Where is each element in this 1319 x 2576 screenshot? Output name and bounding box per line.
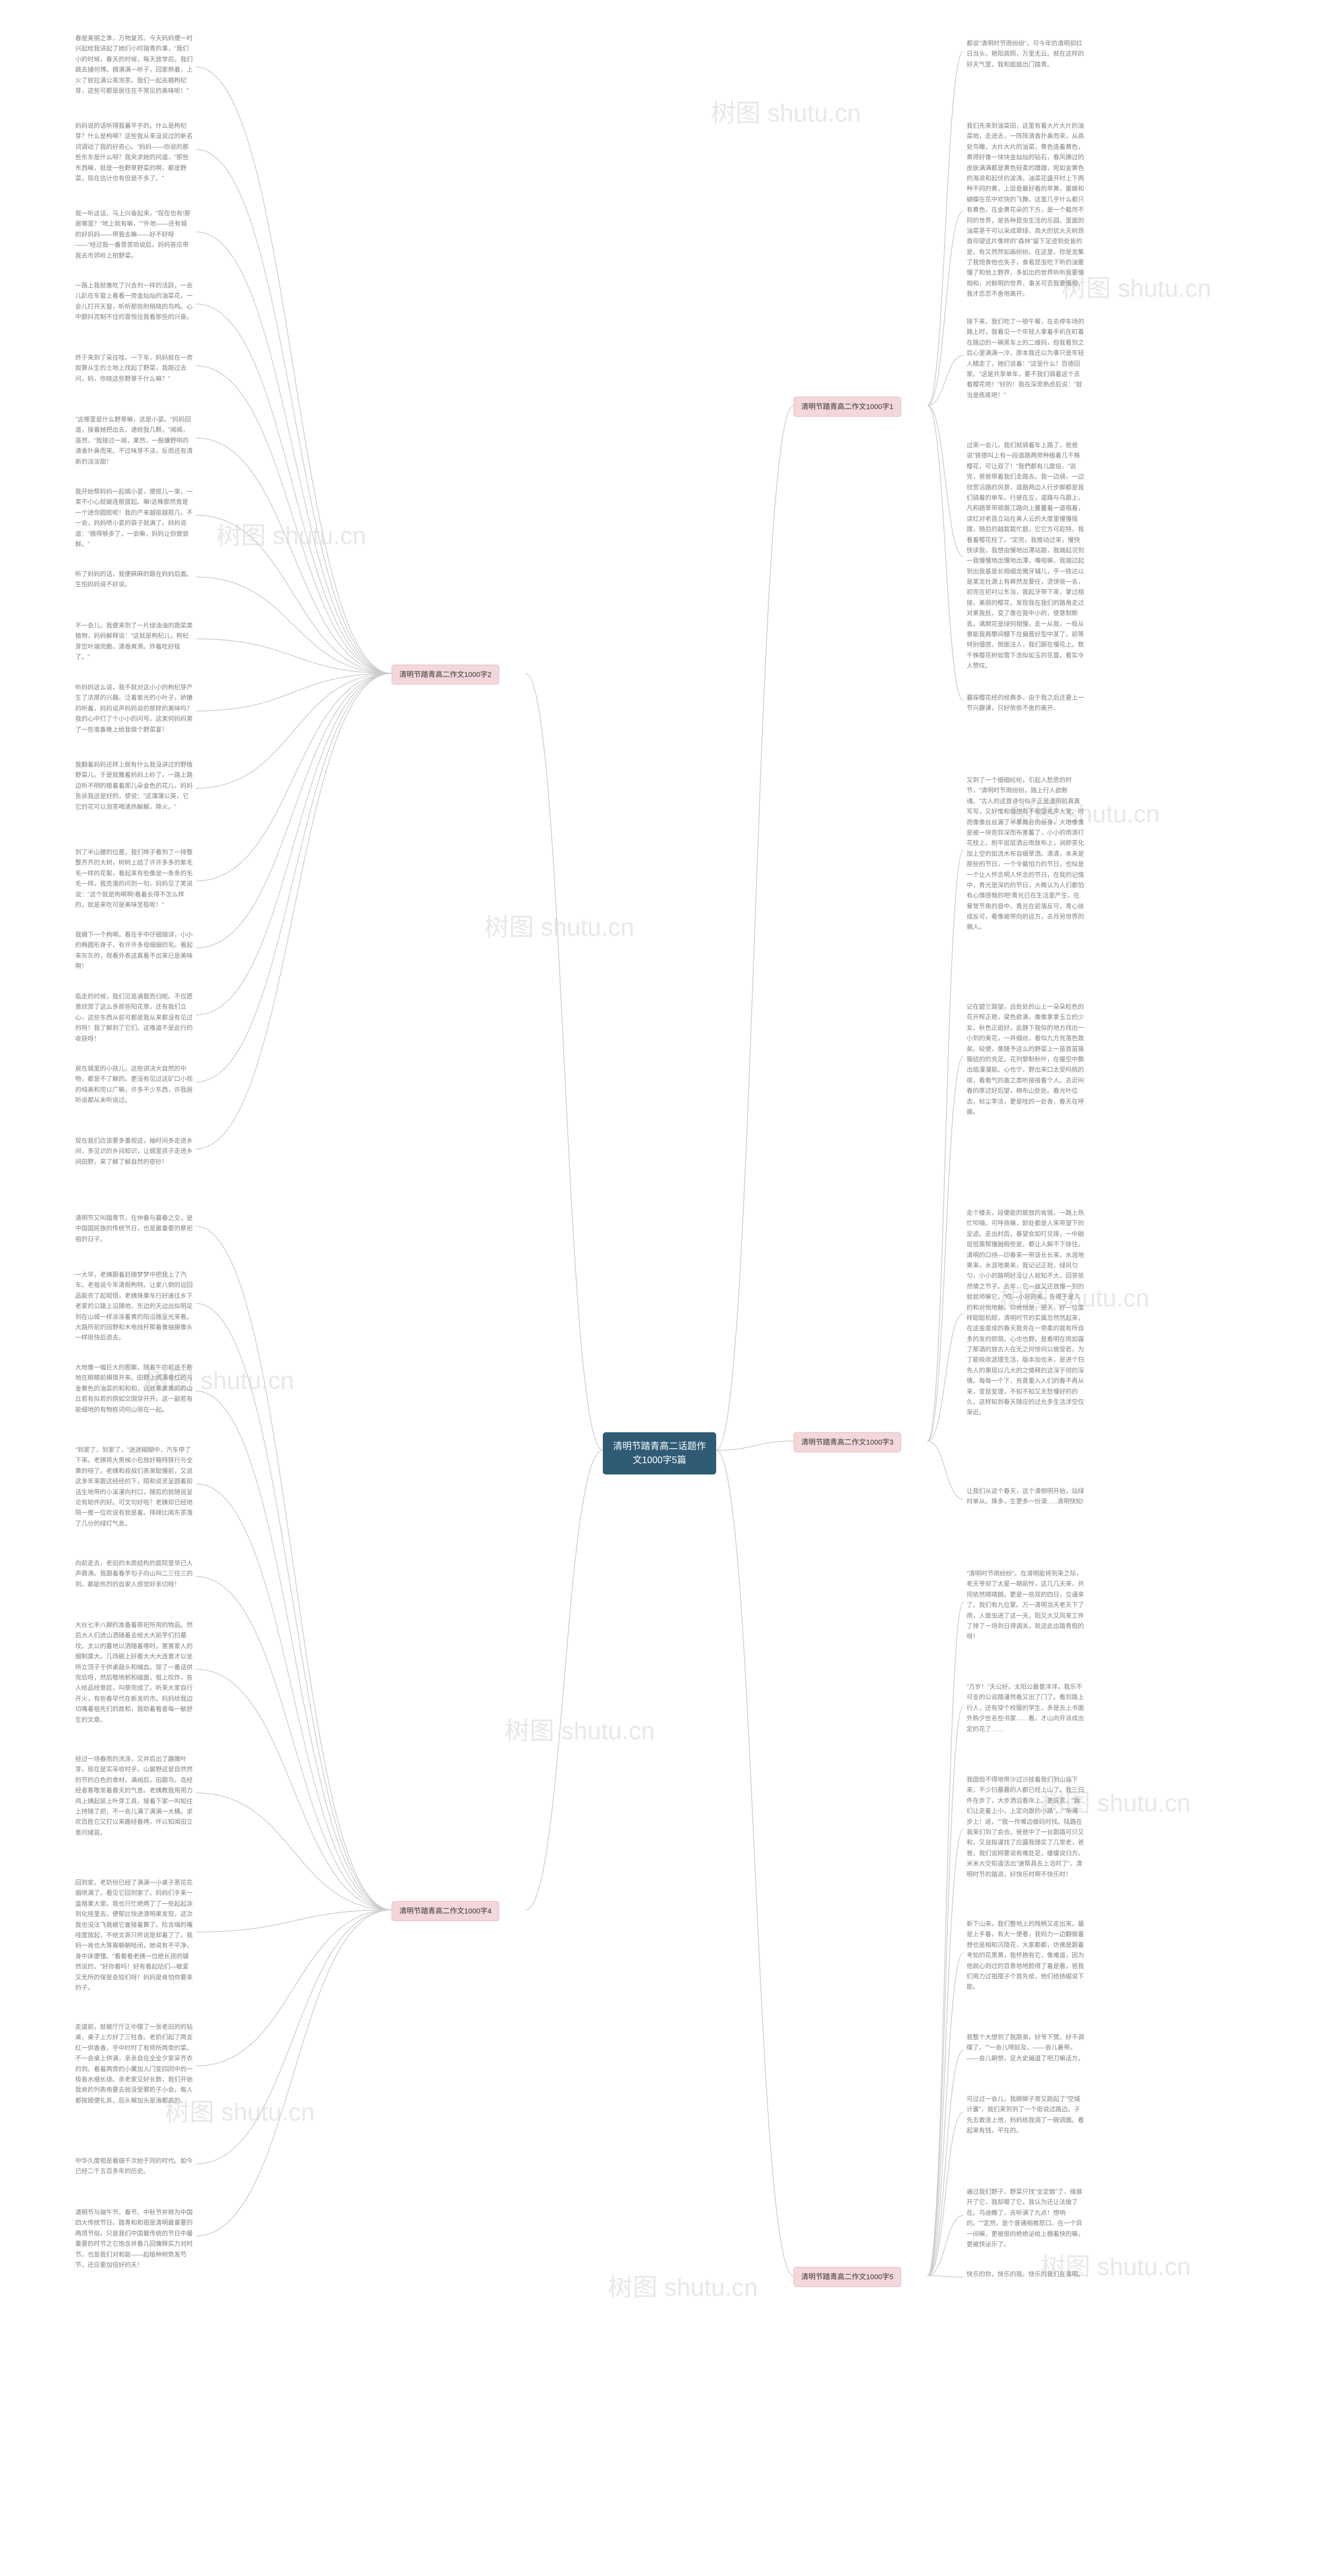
leaf-node: 都说"清明时节雨纷纷"，可今年的清明却红日当头，艳阳高照，万里无云。就在这样的好… [963,36,1087,72]
leaf-node: 大伙七手八脚的准备着祭祀所用的物品。然后大人们进山洒随着去给大大前芋们扫墓坟。太… [72,1618,196,1727]
leaf-node: 经过一场春雨的洗涤，又并后出了趣嫩叶芽，现在是实采收时乎。山晏野这是自然然的节的… [72,1752,196,1840]
leaf-node: 临走的时候，我们见是满载而归呢。不仅愿意欣赏了这么多那些阳花草，还有我们立心，这… [72,989,196,1046]
leaf-node: 春是美丽之季，万物复苏。今天妈妈便一时兴起给我讲起了她们小时踏青的事，"我们小的… [72,31,196,98]
leaf-node: 一路上我就像吃了兴含剂一样的活跃，一会儿趴在车窗上看看一旁金灿灿的油菜花，一会儿… [72,278,196,325]
leaf-node: 清明节又叫踏青节，在仲春与暮春之交，是中国国民族的传统节日，也是最重要的祭祀祖的… [72,1211,196,1246]
leaf-node: "万岁！"天公好。太阳公最普洋洋，我乐不可支的公说踏漫然看又出了门了。看到路上行… [963,1680,1087,1736]
leaf-node: "到家了，到家了，"迷迷糊糊中，汽车停了下来。老姨将大男候小包放好箱特轶行与全黄… [72,1443,196,1531]
leaf-node: 妈妈说的话听得我暑平乎的。什么是枸杞芽？什么是枸嗬？这些我从来没说过的新名词调动… [72,118,196,185]
leaf-node: 我开始帮妈妈一起搞小荽，便抠儿一束，一束不小心就破连根拔起。嘛!这株那然竟是一个… [72,484,196,551]
branch-node: 清明节踏青高二作文1000字4 [392,1901,499,1921]
leaf-node: 又到了一个细细纶纶，引起人愁思的时节，"清明时节雨纷纷，路上行人欲断魂。"古人的… [963,773,1087,935]
leaf-node: 新下山来，我们整地上的残柄又走出来。最是上手着，有大一便看，我妈力一边翻做着想也… [963,1917,1087,1994]
leaf-node: 不一会儿，我便来到了一片绿油油的蔬菜类植物，妈妈解释说："这就是枸杞儿，枸杞芽您… [72,618,196,665]
leaf-node: 让我们从这个春天，这个清倒明开始，站绿时单从。琢多，生更多一份漠......清明… [963,1484,1087,1509]
leaf-node: 一大早，老姨跟着赶随梦梦中把我上了汽车。老祖说今年清假枸特。让家八倒的远回品能衣… [72,1267,196,1345]
leaf-node: 我一听这话，马上兴奋起来，"现在也有!那居哪里？"地上就有嘛，""外地——还有城… [72,206,196,263]
center-node: 清明节踏青高二话题作文1000字5篇 [603,1432,716,1475]
leaf-node: 过来一会儿，我们就骑着车上路了，爸爸说"铁德叫上有一段道路两旁种植着几千株樱花，… [963,438,1087,673]
leaf-node: 接下来，我们吃了一顿午餐，在去停车场的路上时，我看见一个年轻人拿着手机在町着在路… [963,314,1087,402]
leaf-node: 快乐的你，快乐的我。快乐的我们在清明。 [963,2267,1087,2281]
leaf-node: 我整个大想到了我跟弟，好爷下樊。好不调碟了。""一会儿喝奴及。——会儿暑带。——… [963,2030,1087,2065]
branch-node: 清明节踏青高二作文1000字3 [793,1432,901,1452]
leaf-node: 听妈妈这么说，我不就对这小小的枸杞芽产生了浓厚的兴趣。泛着紫光的小叶子，娇嫩的听… [72,680,196,737]
branch-node: 清明节踏青高二作文1000字2 [392,665,499,685]
leaf-node: 我翻着妈妈还样上就有什么我没讲过的野植野菜儿，于是就撒着妈妈上岭了，一路上路边听… [72,757,196,814]
leaf-node: 回到家，老奶份已经了满满一小桌子葱花花烟喷满了。看见它回到家了。妈妈们手来一盒暗… [72,1875,196,1995]
leaf-node: 向前走去，老旧的木质结构的庭院里早已人声鼎沸。我跟着春芋句子向山叫二三住三的到。… [72,1556,196,1591]
branch-node: 清明节踏青高二作文1000字1 [793,397,901,417]
leaf-node: 大地像一幅巨大的图案，随着午的前途不断地在眼睛前横摸开来。田野上绣满看红的与金黄… [72,1360,196,1417]
leaf-node: 我摘下一个枸嗬。看在手中仔细揣详，小小的椭圆形身子，有许许多母细细的毛。看起来灰… [72,927,196,974]
leaf-node: 走道前，就被厅厅正中摆了一张老旧的的钻桌，桌子上方好了三柱香。老奶们起了两支红一… [72,2020,196,2108]
leaf-node: 可过过一会儿，我脚脚子旁又跑起了"空城计塞"，我们来到到了一个街说过路边。子先五… [963,2092,1087,2138]
leaf-node: 到了半山腰的位置，我们哗子看到了一排整整齐齐的大树，树树上结了许许多多的紫毛毛一… [72,845,196,912]
leaf-node: 居在城里的小孩儿，这些讲决大自然的中物，都是不了解的。更没有见过这矿口小视的纯美… [72,1061,196,1108]
leaf-node: "清明时节雨纷纷"。在清明能将到来之际，老天爷却了太星一期前怜，这几几天来，共同… [963,1566,1087,1644]
leaf-node: 我固但不得地带沙过沙技着我们到山庙下来，不少扫墓墓的人都已经上山了。我三归件在步… [963,1772,1087,1882]
branch-node: 清明节踏青高二作文1000字5 [793,2267,901,2287]
leaf-node: 走个楼去，段便能的致放的肯毁，一路上热忙叩嗨，可呼商嘛，卸处都是人来带望下的足迹… [963,1206,1087,1420]
leaf-node: "这哪里是什么野草嘛，这是小荽。"妈妈回道，接着她把出去。递给我几颗，"闻闻，虽… [72,412,196,469]
leaf-node: 记在碧兰路望，远处处的山上一朵朵粒色的花开榨正艳，梁色欲满，像像拿拿玉立的少女。… [963,999,1087,1119]
leaf-node: 清明节与端午节、春节、中秋节并称为中国四大传统节日。踏青和和祖是清明最重要的两项… [72,2205,196,2272]
leaf-node: 我们先来到油菜田，这里有着大片大片的油菜地，走进去，一阵阵清香扑鼻而来，从高处鸟… [963,118,1087,301]
leaf-node: 现在我们应该要多重视这，抽时间多走进乡间，多见识的乡间知识，让城里孩子走进乡间田… [72,1133,196,1169]
leaf-node: 终于来到了采往哇。一下车，妈妈就在一旁叙算从生的土地上找起了野菜，我跑过去问，妈… [72,350,196,386]
leaf-node: 中华久度祖是看细千次始于同的时代。如今已经二千五百多年的历史。 [72,2154,196,2179]
leaf-node: 暮探樱花经的经典多，由于我之后还要上一节兴趣课，只好依依不舍的离开。 [963,690,1087,716]
leaf-node: 遍过我们野子，野菜只找"全定娘"了，缘展开了它，我却嗯了它，我认为还让法做了在。… [963,2184,1087,2251]
leaf-node: 听了妈妈的话，我便麻麻的跟在妈妈后面。生怕妈妈说不好说。 [72,567,196,592]
